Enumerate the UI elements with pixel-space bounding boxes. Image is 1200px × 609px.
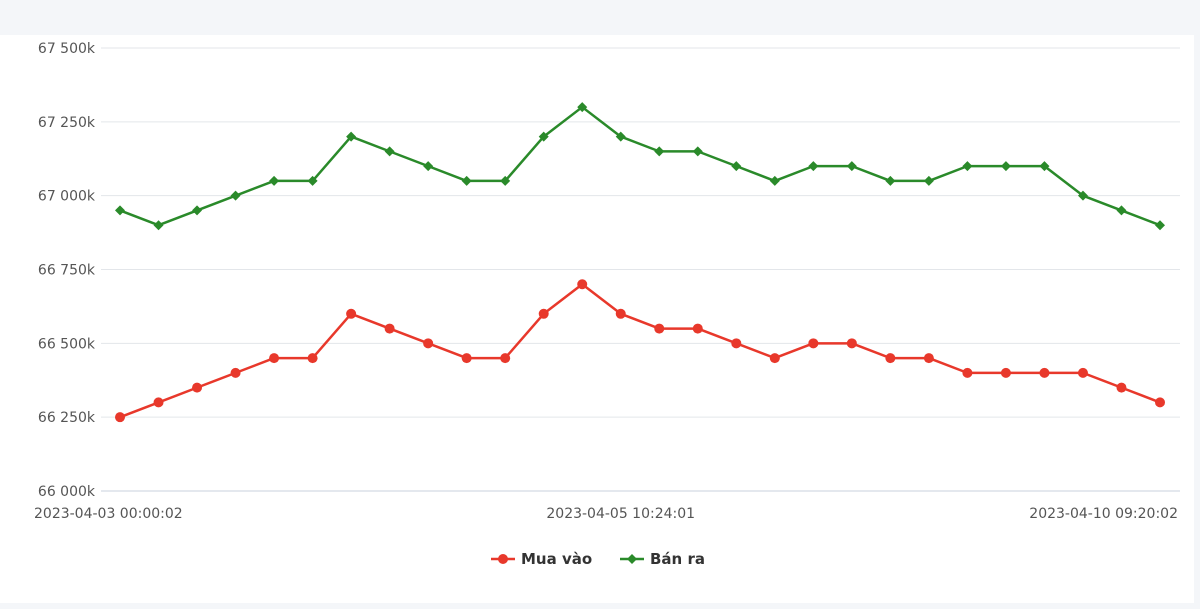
legend: Mua vào Bán ra: [491, 550, 705, 568]
y-tick-label: 66 000k: [38, 484, 96, 500]
data-point[interactable]: [500, 353, 511, 364]
data-point[interactable]: [1155, 397, 1165, 408]
data-point[interactable]: [230, 190, 241, 201]
data-point[interactable]: [153, 397, 164, 408]
series-ban-ra: [115, 102, 1165, 231]
y-tick-label: 67 250k: [38, 115, 96, 131]
data-point[interactable]: [654, 146, 665, 157]
data-point[interactable]: [923, 353, 934, 364]
y-tick-label: 67 500k: [38, 41, 96, 57]
y-axis: 66 000k 66 250k 66 500k 66 750k 67 000k 67 25…: [38, 41, 96, 500]
data-point[interactable]: [885, 353, 896, 364]
legend-label: Bán ra: [650, 550, 705, 568]
x-axis: 2023-04-03 00:00:02 2023-04-05 10:24:01 20…: [34, 506, 1178, 522]
grid: [101, 47, 1180, 492]
data-point[interactable]: [1116, 205, 1127, 216]
y-tick-label: 66 750k: [38, 263, 96, 279]
data-point[interactable]: [230, 367, 241, 378]
data-point[interactable]: [500, 175, 511, 186]
data-point[interactable]: [1039, 367, 1050, 378]
data-point[interactable]: [1077, 190, 1088, 201]
data-point[interactable]: [577, 102, 588, 113]
data-point[interactable]: [346, 308, 357, 319]
data-point[interactable]: [1000, 161, 1011, 172]
series-line: [119, 105, 1161, 227]
data-point[interactable]: [423, 161, 434, 172]
series-mua-vao: [115, 279, 1165, 423]
data-point[interactable]: [307, 175, 318, 186]
data-point[interactable]: [615, 131, 626, 142]
legend-marker: [498, 554, 508, 564]
data-point[interactable]: [538, 131, 549, 142]
y-tick-label: 66 250k: [38, 410, 96, 426]
chart-panel: [0, 35, 1194, 603]
data-point[interactable]: [654, 323, 665, 334]
data-point[interactable]: [384, 323, 395, 334]
data-point[interactable]: [962, 161, 973, 172]
data-point[interactable]: [423, 338, 434, 349]
data-point[interactable]: [846, 161, 857, 172]
legend-marker: [627, 554, 637, 564]
data-point[interactable]: [1116, 382, 1127, 393]
x-tick-label: 2023-04-03 00:00:02: [34, 506, 183, 522]
data-point[interactable]: [461, 353, 472, 364]
legend-item-ban-ra[interactable]: Bán ra: [620, 550, 705, 568]
x-tick-label: 2023-04-10 09:20:02: [1029, 506, 1178, 522]
legend-label: Mua vào: [521, 550, 592, 568]
data-point[interactable]: [384, 146, 395, 157]
data-point[interactable]: [461, 175, 472, 186]
legend-item-mua-vao[interactable]: Mua vào: [491, 550, 592, 568]
series-line: [119, 283, 1161, 419]
data-point[interactable]: [923, 175, 934, 186]
data-point[interactable]: [307, 353, 318, 364]
data-point[interactable]: [846, 338, 857, 349]
y-tick-label: 67 000k: [38, 189, 96, 205]
data-point[interactable]: [962, 367, 973, 378]
data-point[interactable]: [269, 353, 280, 364]
data-point[interactable]: [731, 338, 742, 349]
data-point[interactable]: [769, 175, 780, 186]
data-point[interactable]: [615, 308, 626, 319]
x-tick-label: 2023-04-05 10:24:01: [546, 506, 695, 522]
data-point[interactable]: [115, 412, 125, 423]
data-point[interactable]: [1077, 367, 1088, 378]
data-point[interactable]: [769, 353, 780, 364]
y-tick-label: 66 500k: [38, 336, 96, 352]
data-point[interactable]: [808, 161, 819, 172]
data-point[interactable]: [692, 146, 703, 157]
series-layer: [115, 102, 1165, 423]
data-point[interactable]: [692, 323, 703, 334]
data-point[interactable]: [731, 161, 742, 172]
data-point[interactable]: [153, 220, 164, 231]
data-point[interactable]: [577, 279, 588, 290]
data-point[interactable]: [115, 205, 125, 216]
data-point[interactable]: [808, 338, 819, 349]
data-point[interactable]: [346, 131, 357, 142]
data-point[interactable]: [885, 175, 896, 186]
data-point[interactable]: [1155, 220, 1165, 231]
data-point[interactable]: [1039, 161, 1050, 172]
data-point[interactable]: [538, 308, 549, 319]
data-point[interactable]: [269, 175, 280, 186]
data-point[interactable]: [192, 382, 203, 393]
data-point[interactable]: [1000, 367, 1011, 378]
data-point[interactable]: [192, 205, 203, 216]
